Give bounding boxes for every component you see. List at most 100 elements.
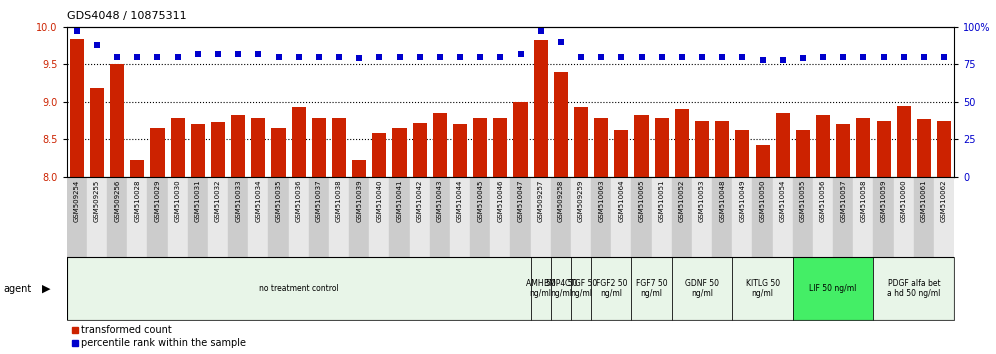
Bar xyxy=(934,177,954,257)
Point xyxy=(89,42,105,47)
Bar xyxy=(370,177,389,257)
Bar xyxy=(514,102,528,177)
Bar xyxy=(150,128,164,177)
Bar xyxy=(511,177,531,257)
Bar xyxy=(490,177,511,257)
Text: GSM510042: GSM510042 xyxy=(416,179,422,222)
Text: GSM510060: GSM510060 xyxy=(900,179,906,222)
Bar xyxy=(756,145,770,177)
Text: GSM510057: GSM510057 xyxy=(841,179,847,222)
Text: GSM509256: GSM509256 xyxy=(115,179,121,222)
Bar xyxy=(248,177,269,257)
Text: GSM510047: GSM510047 xyxy=(518,179,524,222)
Bar xyxy=(873,257,954,320)
Text: GDNF 50
ng/ml: GDNF 50 ng/ml xyxy=(685,279,719,298)
Bar xyxy=(87,177,108,257)
Text: FGF2 50
ng/ml: FGF2 50 ng/ml xyxy=(596,279,627,298)
Bar xyxy=(531,257,551,320)
Point xyxy=(452,54,468,59)
Bar xyxy=(191,124,205,177)
Point xyxy=(291,54,307,59)
Bar xyxy=(289,177,309,257)
Point xyxy=(311,54,327,59)
Point xyxy=(230,51,246,56)
Bar xyxy=(612,177,631,257)
Point xyxy=(775,57,791,62)
Point xyxy=(331,54,347,59)
Bar xyxy=(793,177,813,257)
Bar xyxy=(67,177,87,257)
Bar xyxy=(857,118,871,177)
Bar xyxy=(350,177,370,257)
Text: PDGF alfa bet
a hd 50 ng/ml: PDGF alfa bet a hd 50 ng/ml xyxy=(887,279,940,298)
Text: GSM510058: GSM510058 xyxy=(861,179,867,222)
Text: GSM509258: GSM509258 xyxy=(558,179,564,222)
Text: GSM510029: GSM510029 xyxy=(154,179,160,222)
Point xyxy=(694,54,710,59)
Point xyxy=(815,54,831,59)
Bar xyxy=(208,177,228,257)
Text: GSM510048: GSM510048 xyxy=(719,179,725,222)
Bar xyxy=(712,177,732,257)
Text: GSM510033: GSM510033 xyxy=(235,179,241,222)
Bar xyxy=(188,177,208,257)
Text: GSM510039: GSM510039 xyxy=(357,179,363,222)
Point xyxy=(391,54,407,59)
Bar xyxy=(470,177,490,257)
Text: GSM510043: GSM510043 xyxy=(437,179,443,222)
Bar xyxy=(776,113,790,177)
Text: GSM510030: GSM510030 xyxy=(174,179,180,222)
Bar xyxy=(167,177,188,257)
Bar xyxy=(228,177,248,257)
Text: GSM510064: GSM510064 xyxy=(619,179,624,222)
Text: GDS4048 / 10875311: GDS4048 / 10875311 xyxy=(67,11,186,21)
Bar xyxy=(854,177,873,257)
Text: GSM510041: GSM510041 xyxy=(396,179,402,222)
Point xyxy=(594,54,610,59)
Bar xyxy=(147,177,167,257)
Bar xyxy=(70,39,84,177)
Text: GSM510056: GSM510056 xyxy=(820,179,826,222)
Text: GSM509254: GSM509254 xyxy=(74,179,80,222)
Bar xyxy=(292,107,306,177)
Bar xyxy=(917,119,931,177)
Bar xyxy=(592,257,631,320)
Bar xyxy=(813,177,833,257)
Bar xyxy=(796,130,810,177)
Bar xyxy=(211,122,225,177)
Bar xyxy=(793,257,873,320)
Point xyxy=(250,51,266,56)
Bar xyxy=(231,115,245,177)
Bar xyxy=(735,130,749,177)
Bar xyxy=(834,177,854,257)
Point xyxy=(210,51,226,56)
Bar xyxy=(675,109,689,177)
Bar xyxy=(615,130,628,177)
Bar xyxy=(672,257,732,320)
Bar xyxy=(67,257,531,320)
Text: GSM510052: GSM510052 xyxy=(679,179,685,222)
Bar xyxy=(692,177,712,257)
Bar xyxy=(654,118,668,177)
Bar xyxy=(392,128,406,177)
Bar xyxy=(732,257,793,320)
Bar xyxy=(893,177,914,257)
Bar xyxy=(571,257,592,320)
Bar xyxy=(631,257,672,320)
Text: GSM509257: GSM509257 xyxy=(538,179,544,222)
Bar xyxy=(551,177,571,257)
Point xyxy=(271,54,287,59)
Bar xyxy=(90,88,104,177)
Point xyxy=(875,54,891,59)
Bar xyxy=(551,257,571,320)
Point xyxy=(411,54,427,59)
Text: GSM510044: GSM510044 xyxy=(457,179,463,222)
Point xyxy=(714,54,730,59)
Point xyxy=(492,54,508,59)
Text: GSM510037: GSM510037 xyxy=(316,179,322,222)
Text: GSM510038: GSM510038 xyxy=(336,179,342,222)
Bar xyxy=(269,177,289,257)
Point xyxy=(513,51,529,56)
Text: no treatment control: no treatment control xyxy=(259,284,339,293)
Point xyxy=(472,54,488,59)
